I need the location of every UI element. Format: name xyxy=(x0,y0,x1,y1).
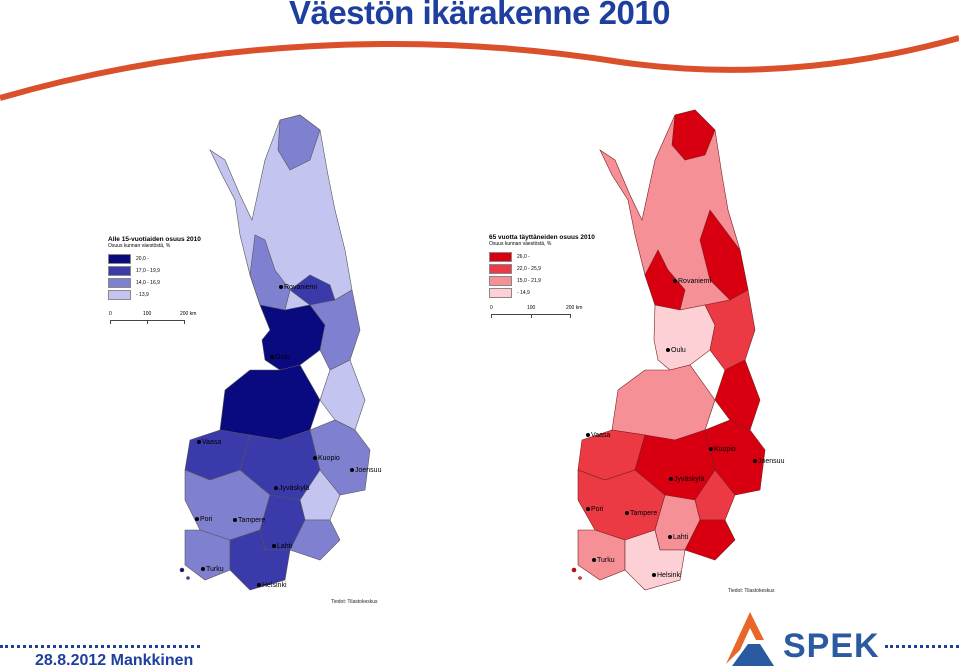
legend-class: 20,0 - xyxy=(108,253,201,265)
legend-class: 26,0 - xyxy=(489,251,595,263)
city-label: Rovaniemi xyxy=(673,278,711,285)
city-label: Oulu xyxy=(666,347,686,354)
legend-class-label: 15,0 - 21,9 xyxy=(517,278,541,284)
legend-class: 22,0 - 25,9 xyxy=(489,263,595,275)
scale-label: 100 xyxy=(143,311,152,317)
legend-swatch xyxy=(489,264,512,274)
legend-swatch xyxy=(108,278,131,288)
legend-class: 15,0 - 21,9 xyxy=(489,275,595,287)
legend-class-label: 20,0 - xyxy=(136,256,149,262)
scale-label: 200 km xyxy=(566,305,583,311)
city-label: Joensuu xyxy=(753,458,784,465)
city-label: Kuopio xyxy=(709,446,736,453)
city-label: Jyväskylä xyxy=(669,476,704,483)
legend-class: - 14,9 xyxy=(489,287,595,299)
legend-subtitle: Osuus kunnan väestöstä, % xyxy=(489,241,552,247)
footer-date-author: 28.8.2012 Mankkinen xyxy=(35,652,194,669)
legend-swatch xyxy=(489,288,512,298)
legend-class-label: 22,0 - 25,9 xyxy=(517,266,541,272)
legend-class-label: 14,0 - 16,9 xyxy=(136,280,160,286)
legend-swatch xyxy=(489,276,512,286)
spek-logo-text: SPEK xyxy=(783,627,880,665)
page-title: Väestön ikärakenne 2010 xyxy=(288,0,671,31)
city-label: Joensuu xyxy=(350,467,381,474)
legend-class: 14,0 - 16,9 xyxy=(108,277,201,289)
legend-class-label: - 14,9 xyxy=(517,290,530,296)
city-label: Vaasa xyxy=(197,439,221,446)
map-under-15-share xyxy=(179,114,371,591)
city-label: Pori xyxy=(586,506,603,513)
city-label: Turku xyxy=(201,566,224,573)
city-label: Oulu xyxy=(270,354,290,361)
legend-swatch xyxy=(108,254,131,264)
legend-class-label: 17,0 - 19,9 xyxy=(136,268,160,274)
source-note-left: Tiedot: Tilastokeskus xyxy=(331,599,378,605)
city-label: Tampere xyxy=(625,510,657,517)
legend-65-plus: 65 vuotta täyttäneiden osuus 2010 Osuus … xyxy=(489,234,595,299)
city-label: Lahti xyxy=(272,543,292,550)
scale-label: 0 xyxy=(109,311,112,317)
city-label: Lahti xyxy=(668,534,688,541)
spek-logo-icon xyxy=(726,612,774,666)
decorative-swoosh xyxy=(0,35,959,101)
legend-title: Alle 15-vuotiaiden osuus 2010 xyxy=(108,236,201,243)
legend-title: 65 vuotta täyttäneiden osuus 2010 xyxy=(489,234,595,241)
legend-under-15: Alle 15-vuotiaiden osuus 2010 Osuus kunn… xyxy=(108,236,201,301)
scale-label: 0 xyxy=(490,305,493,311)
legend-swatch xyxy=(489,252,512,262)
source-note-right: Tiedot: Tilastokeskus xyxy=(728,588,775,594)
legend-class-label: - 13,9 xyxy=(136,292,149,298)
legend-subtitle: Osuus kunnan väestöstä, % xyxy=(108,243,171,249)
city-label: Helsinki xyxy=(652,572,682,579)
legend-class-label: 26,0 - xyxy=(517,254,530,260)
city-label: Kuopio xyxy=(313,455,340,462)
footer-dots-right xyxy=(885,645,959,651)
city-label: Rovaniemi xyxy=(279,284,317,291)
city-label: Helsinki xyxy=(257,582,287,589)
scale-label: 200 km xyxy=(180,311,197,317)
legend-class: - 13,9 xyxy=(108,289,201,301)
legend-swatch xyxy=(108,290,131,300)
city-label: Turku xyxy=(592,557,615,564)
footer-dots-left xyxy=(0,645,200,651)
legend-swatch xyxy=(108,266,131,276)
legend-class: 17,0 - 19,9 xyxy=(108,265,201,277)
city-label: Pori xyxy=(195,516,212,523)
city-label: Vaasa xyxy=(586,432,610,439)
city-label: Jyväskylä xyxy=(274,485,309,492)
city-label: Tampere xyxy=(233,517,265,524)
map-65-plus-share xyxy=(571,109,766,591)
scale-label: 100 xyxy=(527,305,536,311)
